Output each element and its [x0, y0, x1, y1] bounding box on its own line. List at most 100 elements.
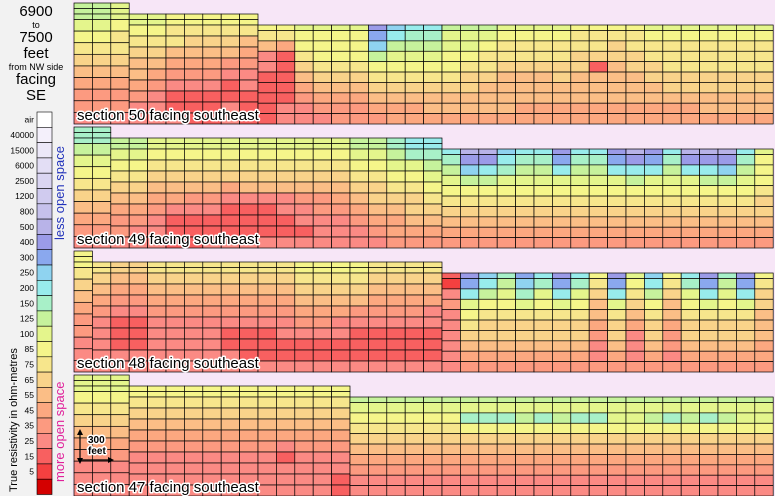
heatmap-cell: [460, 237, 480, 249]
heatmap-cell: [699, 402, 719, 414]
heatmap-cell: [533, 474, 553, 486]
heatmap-cell: [441, 309, 461, 321]
heatmap-cell: [460, 319, 480, 331]
heatmap-cell: [257, 407, 277, 420]
heatmap-cell: [496, 71, 516, 83]
heatmap-cell: [478, 82, 498, 94]
heatmap-cell: [294, 484, 314, 496]
heatmap-cell: [441, 185, 461, 197]
heatmap-cell: [386, 30, 406, 42]
heatmap-cell: [404, 148, 424, 161]
heatmap-cell: [699, 71, 719, 83]
heatmap-cell: [736, 195, 756, 207]
heatmap-cell: [625, 185, 645, 197]
heatmap-cell: [496, 50, 516, 63]
heatmap-cell: [331, 429, 351, 442]
heatmap-cell: [699, 237, 719, 249]
heatmap-cell: [184, 418, 204, 431]
heatmap-cell: [239, 418, 259, 431]
heatmap-cell: [717, 30, 737, 42]
heatmap-cell: [607, 148, 627, 155]
heatmap-cell: [644, 40, 664, 52]
legend-tick-label: 6000: [15, 161, 34, 171]
heatmap-cell: [331, 451, 351, 464]
heatmap-cell: [368, 82, 388, 94]
heatmap-cell: [294, 294, 314, 307]
heatmap-cell: [276, 294, 296, 307]
heatmap-cell: [625, 340, 645, 352]
section-label: section 48 facing southeast: [77, 355, 260, 372]
heatmap-cell: [662, 113, 682, 125]
heatmap-cell: [662, 396, 682, 403]
heatmap-cell: [478, 330, 498, 342]
heatmap-cell: [754, 464, 774, 476]
heatmap-cell: [441, 402, 461, 414]
heatmap-cell: [533, 298, 553, 311]
heatmap-cell: [478, 340, 498, 352]
heatmap-cell: [220, 305, 240, 318]
title-facing: facing: [15, 71, 57, 88]
heatmap-cell: [128, 418, 148, 431]
heatmap-cell: [184, 46, 204, 59]
heatmap-cell: [257, 143, 277, 150]
heatmap-cell: [699, 288, 719, 300]
heatmap-cell: [699, 278, 719, 290]
heatmap-cell: [257, 236, 277, 249]
heatmap-cell: [644, 402, 664, 414]
heatmap-cell: [73, 189, 93, 202]
heatmap-cell: [552, 216, 572, 228]
heatmap-cell: [184, 407, 204, 420]
heatmap-cell: [147, 214, 167, 227]
heatmap-cell: [73, 137, 93, 144]
heatmap-cell: [441, 71, 461, 83]
heatmap-cell: [496, 164, 516, 176]
heatmap-cell: [276, 225, 296, 238]
heatmap-cell: [276, 50, 296, 63]
heatmap-cell: [128, 13, 148, 20]
heatmap-cell: [386, 214, 406, 227]
heatmap-cell: [73, 267, 93, 280]
heatmap-cell: [515, 61, 535, 73]
heatmap-cell: [165, 418, 185, 431]
heatmap-cell: [460, 164, 480, 176]
heatmap-cell: [423, 236, 443, 249]
heatmap-cell: [294, 30, 314, 42]
heatmap-cell: [644, 330, 664, 342]
heatmap-cell: [625, 237, 645, 249]
legend-tick-label: 250: [20, 268, 34, 278]
heatmap-cell: [128, 159, 148, 172]
heatmap-cell: [754, 454, 774, 466]
heatmap-cell: [552, 422, 572, 435]
heatmap-cell: [717, 154, 737, 166]
heatmap-cell: [110, 267, 130, 274]
heatmap-cell: [478, 454, 498, 466]
heatmap-cell: [239, 261, 259, 268]
heatmap-cell: [588, 195, 608, 207]
heatmap-cell: [404, 40, 424, 52]
heatmap-cell: [239, 192, 259, 205]
heatmap-cell: [202, 338, 222, 351]
heatmap-cell: [515, 82, 535, 94]
heatmap-cell: [184, 429, 204, 442]
heatmap-cell: [257, 159, 277, 172]
legend-tick-label: 45: [25, 405, 35, 415]
heatmap-cell: [478, 102, 498, 114]
heatmap-cell: [717, 396, 737, 403]
heatmap-cell: [73, 201, 93, 214]
heatmap-cell: [570, 174, 590, 187]
heatmap-cell: [92, 8, 112, 15]
heatmap-cell: [386, 71, 406, 83]
heatmap-cell: [73, 385, 93, 392]
heatmap-cell: [128, 57, 148, 70]
heatmap-cell: [368, 474, 388, 486]
heatmap-cell: [368, 283, 388, 296]
heatmap-cell: [184, 35, 204, 48]
heatmap-cell: [662, 30, 682, 42]
heatmap-cell: [533, 216, 553, 228]
heatmap-cell: [128, 137, 148, 144]
heatmap-cell: [239, 57, 259, 70]
heatmap-cell: [754, 361, 774, 373]
heatmap-cell: [110, 19, 130, 32]
heatmap-cell: [680, 422, 700, 435]
heatmap-cell: [662, 185, 682, 197]
